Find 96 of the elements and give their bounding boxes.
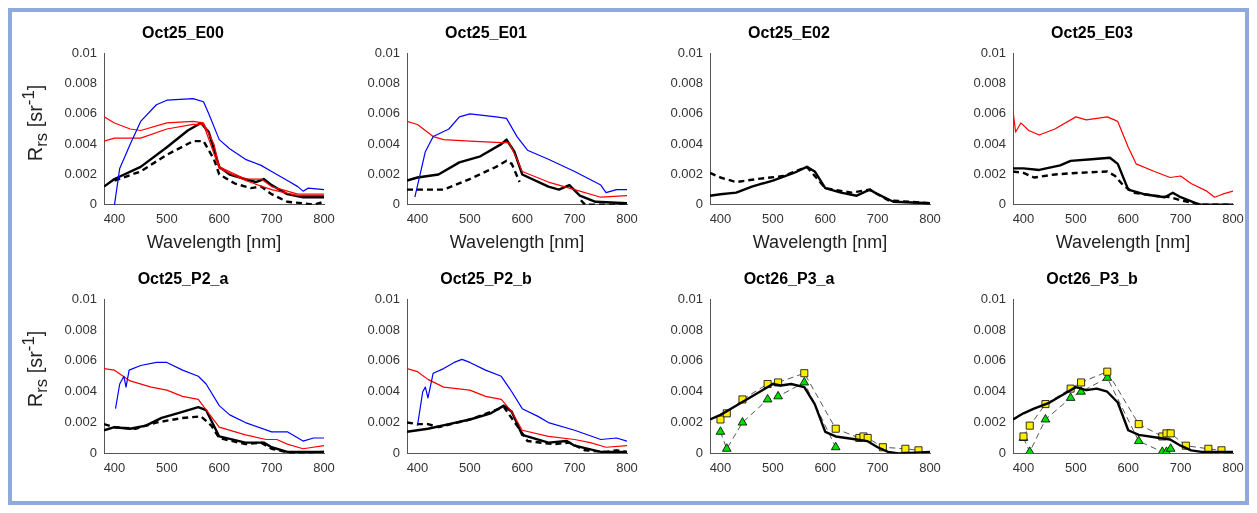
x-tick-label: 400: [103, 459, 126, 475]
y-tick-label: 0: [695, 444, 703, 460]
x-tick-label: 600: [814, 459, 837, 475]
x-tick-label: 800: [313, 211, 335, 227]
x-tick-label: 600: [208, 211, 231, 227]
y-tick-label: 0.01: [980, 290, 1006, 306]
y-tick-label: 0.01: [71, 44, 97, 60]
y-tick-label: 0: [998, 196, 1006, 212]
x-tick-label: 600: [1117, 211, 1140, 227]
x-tick-label: 800: [616, 459, 638, 475]
x-tick-label: 800: [1222, 211, 1244, 227]
x-tick-label: 500: [1065, 459, 1087, 475]
y-tick-label: 0.01: [71, 290, 97, 306]
y-tick-label: 0.006: [670, 352, 703, 368]
x-tick-label: 500: [156, 459, 178, 475]
x-tick-label: 700: [1169, 459, 1192, 475]
x-tick-label: 600: [208, 459, 231, 475]
y-tick-label: 0.008: [973, 75, 1006, 91]
x-tick-label: 600: [511, 211, 534, 227]
chart-title: Oct25_P2_a: [137, 270, 229, 288]
y-tick-label: 0: [998, 444, 1006, 460]
x-tick-label: 700: [563, 459, 586, 475]
x-tick-label: 800: [616, 211, 638, 227]
y-tick-label: 0.004: [64, 135, 97, 151]
x-tick-label: 400: [406, 459, 429, 475]
y-tick-label: 0.004: [973, 383, 1006, 399]
y-tick-label: 0.006: [670, 105, 703, 121]
y-tick-label: 0: [89, 444, 97, 460]
x-tick-label: 700: [260, 211, 283, 227]
y-tick-label: 0.006: [64, 352, 97, 368]
y-tick-label: 0.01: [980, 44, 1006, 60]
y-tick-label: 0: [392, 196, 400, 212]
y-tick-label: 0.002: [367, 414, 400, 430]
y-tick-label: 0.01: [677, 290, 703, 306]
y-tick-label: 0.006: [367, 105, 400, 121]
y-tick-label: 0.002: [64, 166, 97, 182]
y-tick-label: 0.008: [64, 321, 97, 337]
y-tick-label: 0.006: [367, 352, 400, 368]
y-tick-label: 0.008: [670, 321, 703, 337]
y-tick-label: 0.006: [64, 105, 97, 121]
y-tick-label: 0: [89, 196, 97, 212]
x-tick-label: 500: [459, 459, 481, 475]
chart-title: Oct25_E02: [748, 24, 831, 42]
y-tick-label: 0.008: [367, 321, 400, 337]
chart-title: Oct25_E00: [142, 24, 225, 42]
chart-title: Oct26_P3_b: [1046, 270, 1139, 288]
x-tick-label: 700: [563, 211, 586, 227]
y-tick-label: 0.004: [973, 135, 1006, 151]
x-tick-label: 400: [406, 211, 429, 227]
x-tick-label: 400: [1012, 211, 1035, 227]
y-tick-label: 0.004: [64, 383, 97, 399]
x-tick-label: 700: [866, 459, 889, 475]
x-tick-label: 500: [1065, 211, 1087, 227]
y-tick-label: 0.01: [677, 44, 703, 60]
y-tick-label: 0.008: [367, 75, 400, 91]
y-tick-label: 0.006: [973, 352, 1006, 368]
x-tick-label: 600: [511, 459, 534, 475]
y-tick-label: 0.004: [367, 383, 400, 399]
y-tick-label: 0: [392, 444, 400, 460]
chart-title: Oct25_P2_b: [440, 270, 533, 288]
x-tick-label: 500: [762, 459, 784, 475]
y-tick-label: 0.004: [670, 383, 703, 399]
y-tick-label: 0.002: [64, 414, 97, 430]
x-tick-label: 800: [1222, 459, 1244, 475]
y-tick-label: 0.01: [374, 290, 400, 306]
x-tick-label: 600: [1117, 459, 1140, 475]
y-tick-label: 0.008: [973, 321, 1006, 337]
y-tick-label: 0.004: [367, 135, 400, 151]
chart-title: Oct25_E01: [445, 24, 528, 42]
y-tick-label: 0.002: [670, 166, 703, 182]
x-tick-label: 400: [709, 459, 732, 475]
x-tick-label: 800: [919, 459, 941, 475]
y-tick-label: 0.002: [367, 166, 400, 182]
y-tick-label: 0: [695, 196, 703, 212]
y-tick-label: 0.008: [64, 75, 97, 91]
y-tick-label: 0.01: [374, 44, 400, 60]
y-tick-label: 0.008: [670, 75, 703, 91]
x-tick-label: 500: [459, 211, 481, 227]
x-tick-label: 700: [866, 211, 889, 227]
x-tick-label: 500: [762, 211, 784, 227]
x-tick-label: 800: [919, 211, 941, 227]
x-tick-label: 400: [1012, 459, 1035, 475]
x-tick-label: 400: [709, 211, 732, 227]
chart-title: Oct25_E03: [1051, 24, 1134, 42]
x-tick-label: 800: [313, 459, 335, 475]
x-tick-label: 700: [260, 459, 283, 475]
y-tick-label: 0.002: [670, 414, 703, 430]
y-tick-label: 0.002: [973, 414, 1006, 430]
x-tick-label: 400: [103, 211, 126, 227]
x-tick-label: 700: [1169, 211, 1192, 227]
y-tick-label: 0.006: [973, 105, 1006, 121]
y-tick-label: 0.004: [670, 135, 703, 151]
chart-title: Oct26_P3_a: [743, 270, 835, 288]
x-tick-label: 500: [156, 211, 178, 227]
x-tick-label: 600: [814, 211, 837, 227]
y-tick-label: 0.002: [973, 166, 1006, 182]
